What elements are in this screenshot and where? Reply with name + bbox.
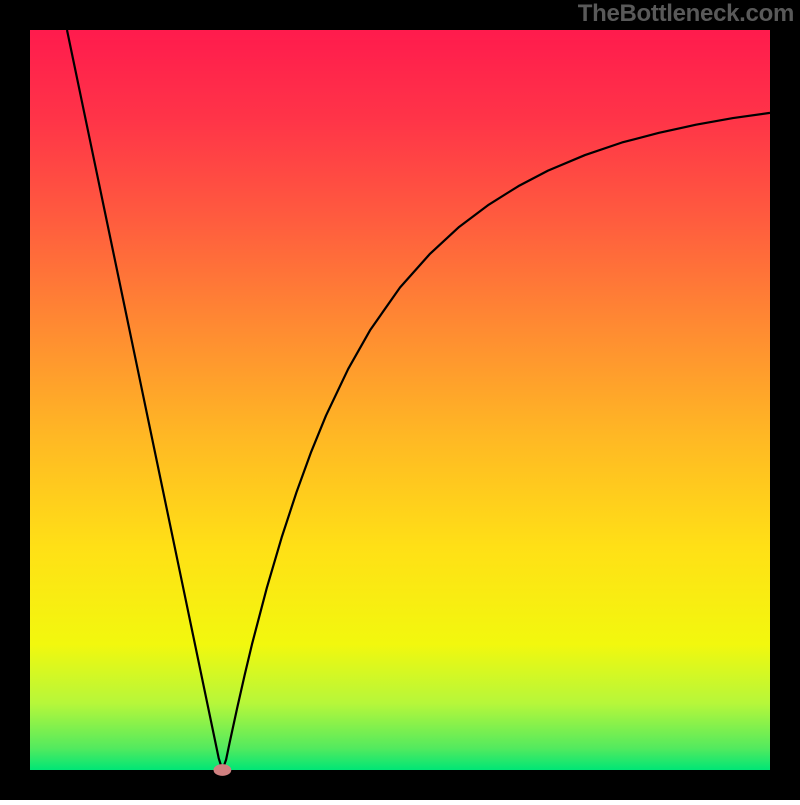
watermark-text: TheBottleneck.com <box>578 0 794 28</box>
chart-container: TheBottleneck.com <box>0 0 800 800</box>
bottleneck-curve-chart <box>0 0 800 800</box>
plot-background-gradient <box>30 30 770 770</box>
optimal-point-marker <box>214 764 232 776</box>
